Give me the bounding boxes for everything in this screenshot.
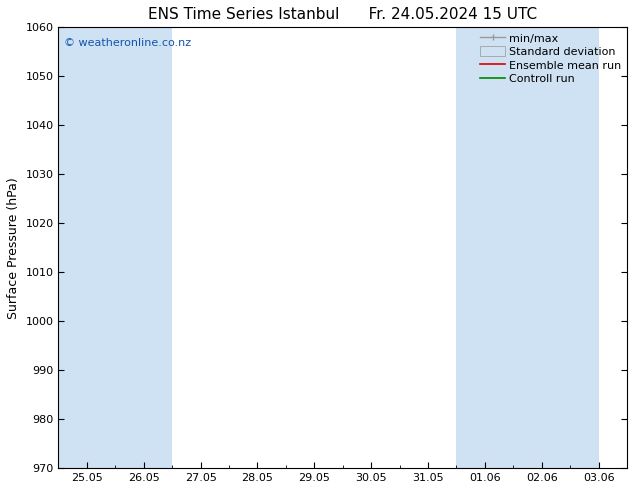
Bar	[58, 27, 115, 468]
Bar	[456, 27, 514, 468]
Bar	[570, 27, 598, 468]
Y-axis label: Surface Pressure (hPa): Surface Pressure (hPa)	[7, 177, 20, 318]
Title: ENS Time Series Istanbul      Fr. 24.05.2024 15 UTC: ENS Time Series Istanbul Fr. 24.05.2024 …	[148, 7, 538, 22]
Legend: min/max, Standard deviation, Ensemble mean run, Controll run: min/max, Standard deviation, Ensemble me…	[478, 30, 624, 87]
Text: © weatheronline.co.nz: © weatheronline.co.nz	[64, 38, 191, 49]
Bar	[514, 27, 570, 468]
Bar	[115, 27, 172, 468]
